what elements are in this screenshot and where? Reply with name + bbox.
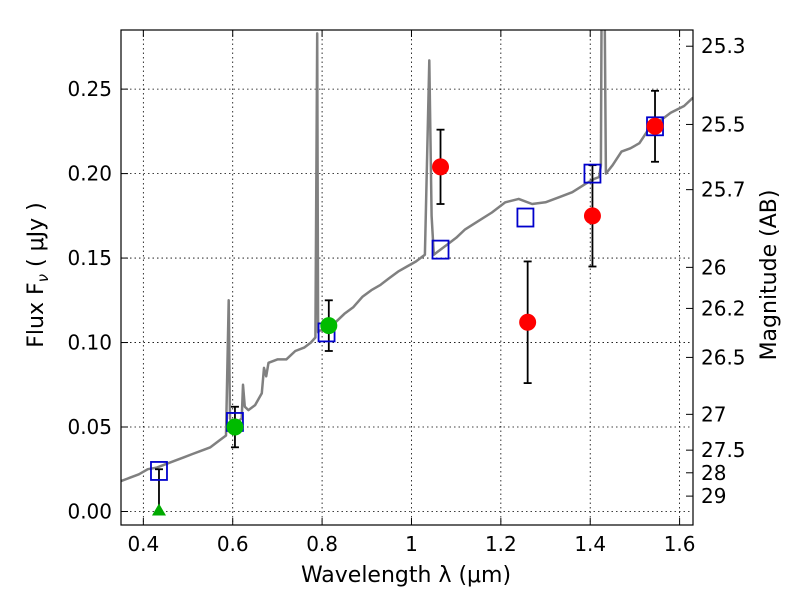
model-square	[150, 461, 168, 481]
y2-tick-label: 26	[701, 255, 726, 279]
y2-axis-label: Magnitude (AB)	[757, 190, 782, 361]
data-point	[320, 317, 338, 335]
y2-tick-label: 26.2	[701, 296, 746, 320]
data-point	[583, 207, 601, 225]
y2-tick-label: 25.3	[701, 34, 746, 58]
x-tick-label: 1	[405, 532, 418, 556]
upper-limit-triangle	[151, 503, 166, 516]
y2-tick-label: 25.5	[701, 112, 746, 136]
model-square	[583, 163, 602, 184]
x-tick-label: 0.8	[306, 532, 338, 556]
y2-tick-label: 25.7	[701, 178, 746, 202]
x-axis-label: Wavelength λ (μm)	[301, 563, 511, 588]
x-tick-labels: 0.4 0.6 0.8 1 1.2 1.4 1.6	[127, 532, 695, 556]
y2-tick-label: 27	[701, 402, 726, 426]
y-tick-label: 0.15	[67, 246, 112, 270]
x-tick-label: 0.6	[217, 532, 249, 556]
x-tick-label: 1.6	[664, 532, 696, 556]
y-tick-label: 0.10	[67, 331, 112, 355]
y-tick-labels: 0.00 0.05 0.10 0.15 0.20 0.25	[67, 77, 112, 523]
y-axis-label-unit: ( μJy )	[24, 202, 49, 274]
y-axis-label-flux: Flux F	[24, 282, 49, 347]
y-axis-label: Flux Fν ( μJy )	[24, 202, 52, 347]
grid-lines	[121, 30, 693, 525]
axis-ticks	[121, 30, 693, 525]
y-tick-label: 0.20	[67, 162, 112, 186]
y2-tick-label: 28	[701, 461, 726, 485]
model-square	[516, 207, 535, 228]
y-axis-label-sub: ν	[34, 274, 52, 282]
data-point	[519, 313, 537, 331]
x-tick-label: 1.4	[574, 532, 606, 556]
data-point	[226, 418, 244, 436]
y2-tick-label: 27.5	[701, 438, 746, 462]
y-tick-label: 0.05	[67, 415, 112, 439]
y-tick-label: 0.25	[67, 77, 112, 101]
spectrum-layer	[121, 30, 693, 483]
plot-frame	[120, 29, 694, 526]
x-tick-label: 0.4	[127, 532, 159, 556]
y2-tick-label: 29	[701, 484, 726, 508]
data-point	[432, 158, 450, 176]
model-square	[431, 239, 450, 260]
spectrum-line	[121, 30, 693, 483]
error-bars	[154, 89, 660, 512]
detection-points	[151, 117, 664, 516]
y-tick-label: 0.00	[67, 499, 112, 523]
data-point	[646, 117, 664, 135]
y2-tick-label: 26.5	[701, 345, 746, 369]
x-tick-label: 1.2	[485, 532, 517, 556]
